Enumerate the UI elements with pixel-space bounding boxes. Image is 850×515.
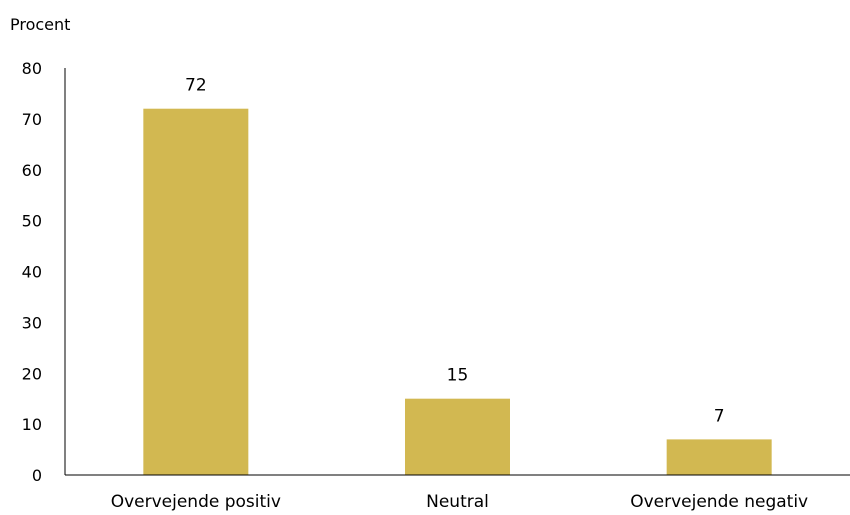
y-tick-label: 60	[22, 161, 42, 180]
bar-value-label: 7	[714, 406, 725, 426]
y-tick-label: 70	[22, 110, 42, 129]
y-tick-label: 80	[22, 59, 42, 78]
y-tick-label: 40	[22, 263, 42, 282]
y-tick-label: 20	[22, 364, 42, 383]
bar-value-label: 72	[185, 76, 207, 96]
bar	[405, 398, 510, 475]
data-labels: 72 15 7	[185, 76, 725, 427]
bars	[143, 108, 772, 475]
category-label: Overvejende negativ	[630, 492, 808, 512]
category-label: Overvejende positiv	[111, 492, 281, 512]
y-tick-label: 50	[22, 212, 42, 231]
bar	[666, 439, 772, 475]
y-tick-label: 30	[22, 313, 42, 332]
y-tick-label: 0	[32, 466, 42, 485]
x-axis-category-labels: Overvejende positiv Neutral Overvejende ne…	[111, 492, 808, 512]
bar-value-label: 15	[447, 366, 469, 386]
y-tick-label: 10	[22, 415, 42, 434]
bar	[143, 108, 249, 475]
y-axis-ticks: 0 10 20 30 40 50 60 70 80	[22, 59, 42, 485]
category-label: Neutral	[426, 492, 489, 512]
y-unit-label: Procent	[10, 15, 70, 34]
